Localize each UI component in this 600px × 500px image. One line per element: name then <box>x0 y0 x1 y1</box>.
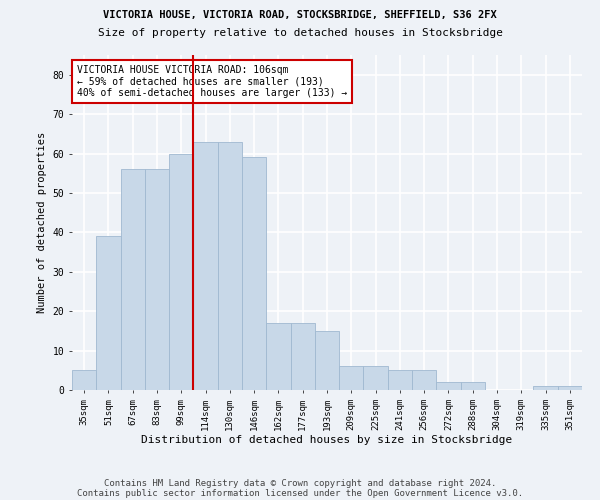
Bar <box>461 382 485 390</box>
Bar <box>121 170 145 390</box>
Text: Size of property relative to detached houses in Stocksbridge: Size of property relative to detached ho… <box>97 28 503 38</box>
Bar <box>169 154 193 390</box>
Bar <box>533 386 558 390</box>
Bar <box>72 370 96 390</box>
Bar <box>193 142 218 390</box>
Bar <box>388 370 412 390</box>
Text: VICTORIA HOUSE VICTORIA ROAD: 106sqm
← 59% of detached houses are smaller (193)
: VICTORIA HOUSE VICTORIA ROAD: 106sqm ← 5… <box>77 65 347 98</box>
Text: VICTORIA HOUSE, VICTORIA ROAD, STOCKSBRIDGE, SHEFFIELD, S36 2FX: VICTORIA HOUSE, VICTORIA ROAD, STOCKSBRI… <box>103 10 497 20</box>
Bar <box>145 170 169 390</box>
Bar <box>290 323 315 390</box>
Bar <box>218 142 242 390</box>
Bar <box>339 366 364 390</box>
Bar <box>558 386 582 390</box>
Bar <box>315 331 339 390</box>
Bar <box>412 370 436 390</box>
Bar <box>96 236 121 390</box>
Text: Contains public sector information licensed under the Open Government Licence v3: Contains public sector information licen… <box>77 488 523 498</box>
X-axis label: Distribution of detached houses by size in Stocksbridge: Distribution of detached houses by size … <box>142 436 512 446</box>
Text: Contains HM Land Registry data © Crown copyright and database right 2024.: Contains HM Land Registry data © Crown c… <box>104 478 496 488</box>
Bar <box>364 366 388 390</box>
Y-axis label: Number of detached properties: Number of detached properties <box>37 132 47 313</box>
Bar <box>266 323 290 390</box>
Bar <box>242 158 266 390</box>
Bar <box>436 382 461 390</box>
